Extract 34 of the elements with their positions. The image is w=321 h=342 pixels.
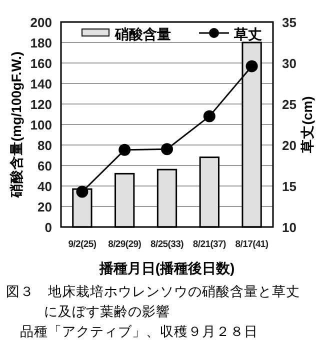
y-tick-label: 20 [38,200,52,214]
point [118,144,131,156]
point [203,110,216,122]
y2-axis-title: 草丈(cm) [300,96,315,154]
y2-tick-label: 10 [282,220,296,235]
x-axis-title: 播種月日(播種後日数) [98,260,235,276]
point [76,186,88,198]
y-axis-title: 硝酸含量(mg/100gF.W.) [9,51,24,199]
y-tick-label: 0 [44,220,52,235]
y2-tick-label: 20 [282,138,296,153]
caption: 図３ 地床栽培ホウレンソウの硝酸含量と草丈に及ぼす葉齢の影響 [6,283,301,322]
y-tick-label: 100 [30,118,52,132]
y-tick-label: 60 [38,158,52,174]
y-tick-label: 120 [30,97,52,112]
legend-label: 硝酸含量 [114,26,171,42]
y-tick-label: 40 [38,179,52,194]
x-tick-label: 9/2(25) [68,239,96,250]
y2-tick-label: 35 [282,15,296,30]
text: 品種「アクティブ」、収穫９月２８日 [19,323,259,342]
y-tick-label: 160 [30,56,52,71]
point [246,60,258,72]
x-tick-label: 8/29(29) [108,239,142,250]
x-tick-label: 8/21(37) [192,239,226,250]
y-tick-label: 140 [30,76,52,92]
x-tick-label: 8/17(41) [235,239,268,250]
y-tick-label: 200 [30,15,52,30]
point [161,143,173,156]
y2-tick-label: 30 [282,56,296,71]
y-tick-label: 180 [30,36,52,50]
y-tick-label: 80 [38,138,52,153]
y2-tick-label: 15 [282,179,296,194]
x-tick-label: 8/25(33) [150,239,184,250]
y2-tick-label: 25 [282,97,296,112]
legend-label: 草丈 [233,26,262,42]
